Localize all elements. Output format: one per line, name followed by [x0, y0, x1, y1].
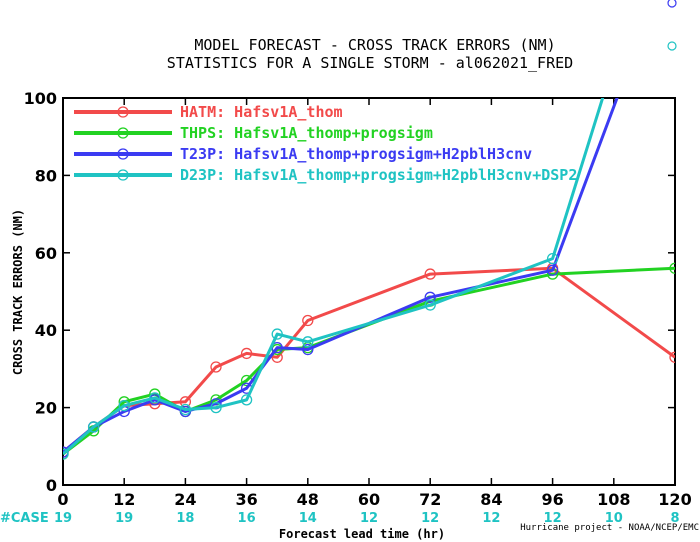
- legend-marker: [117, 127, 129, 139]
- data-point: [179, 403, 192, 416]
- chart-title-line2: STATISTICS FOR A SINGLE STORM - al062021…: [167, 54, 573, 72]
- y-tick-label: 20: [35, 399, 57, 418]
- x-tick-label: 108: [597, 490, 630, 509]
- legend-marker: [117, 106, 129, 118]
- data-point: [302, 336, 314, 348]
- data-point: [302, 343, 314, 356]
- data-point: [240, 347, 253, 360]
- legend-label: HATM: Hafsv1A_thom: [180, 103, 343, 121]
- x-tick-label: 60: [358, 490, 380, 509]
- legend-label: T23P: Hafsv1A_thomp+progsigm+H2pblH3cnv: [180, 145, 532, 163]
- data-point: [118, 400, 130, 412]
- data-point: [210, 401, 222, 414]
- case-count: 18: [176, 511, 194, 526]
- x-axis-label: Forecast lead time (hr): [279, 527, 445, 541]
- corner-marker-icon: [667, 0, 677, 8]
- case-count: 8: [670, 511, 679, 526]
- case-count: 16: [238, 511, 256, 526]
- case-count: 10: [605, 511, 623, 526]
- x-tick-label: 36: [235, 490, 257, 509]
- series-0: [63, 262, 675, 458]
- y-axis-label: CROSS TRACK ERRORS (NM): [11, 209, 25, 375]
- y-tick-label: 60: [35, 244, 57, 263]
- series-line: [63, 98, 605, 456]
- case-count: 19: [54, 511, 72, 526]
- data-point: [63, 448, 69, 460]
- x-tick-label: 96: [541, 490, 563, 509]
- axes: [62, 97, 676, 486]
- credit-text: Hurricane project - NOAA/NCEP/EMC: [520, 523, 699, 533]
- chart-title-line1: MODEL FORECAST - CROSS TRACK ERRORS (NM): [194, 36, 555, 54]
- data-point: [669, 262, 675, 274]
- legend-label: THPS: Hafsv1A_thomp+progsigm: [180, 124, 433, 142]
- data-point: [669, 351, 675, 363]
- case-count: 12: [360, 511, 378, 526]
- tick-labels: 0 12 24 36 48 60 72 84 96 108 120 0 20 40 60 80 100: [24, 89, 692, 509]
- data-point: [546, 264, 559, 276]
- x-tick-label: 84: [480, 490, 502, 509]
- x-tick-label: 72: [419, 490, 441, 509]
- data-point: [240, 394, 253, 406]
- x-tick-label: 24: [174, 490, 196, 509]
- legend-marker: [117, 148, 129, 160]
- data-point: [302, 314, 314, 327]
- data-point: [87, 421, 100, 433]
- series-line: [63, 266, 675, 454]
- case-counts: 19 19 18 16 14 12 12 12 12 10 8: [54, 511, 680, 526]
- x-tick-label: 12: [113, 490, 135, 509]
- legend: HATM: Hafsv1A_thom THPS: Hafsv1A_thomp+pr…: [74, 103, 577, 184]
- series-layer: [63, 98, 675, 460]
- data-point: [149, 392, 161, 404]
- y-tick-label: 0: [46, 476, 57, 495]
- data-point: [424, 291, 436, 303]
- y-tick-label: 100: [24, 89, 57, 108]
- x-tick-label: 0: [57, 490, 68, 509]
- legend-marker: [117, 169, 129, 181]
- y-tick-label: 40: [35, 321, 57, 340]
- case-count: 12: [544, 511, 562, 526]
- y-tick-label: 80: [35, 166, 57, 185]
- case-count: 19: [115, 511, 133, 526]
- data-point: [424, 268, 436, 280]
- data-point: [546, 252, 559, 265]
- data-point: [271, 328, 283, 340]
- data-point: [210, 361, 222, 373]
- series-line: [63, 98, 619, 454]
- case-count: 12: [482, 511, 500, 526]
- legend-label: D23P: Hafsv1A_thomp+progsigm+H2pblH3cnv+…: [180, 166, 577, 184]
- case-label: #CASE: [0, 511, 49, 526]
- case-count: 12: [421, 511, 439, 526]
- x-tick-label: 120: [658, 490, 691, 509]
- case-count: 14: [299, 511, 317, 526]
- x-tick-label: 48: [297, 490, 319, 509]
- corner-marker-icon: [667, 41, 677, 51]
- data-point: [424, 299, 436, 311]
- series-3: [63, 98, 605, 460]
